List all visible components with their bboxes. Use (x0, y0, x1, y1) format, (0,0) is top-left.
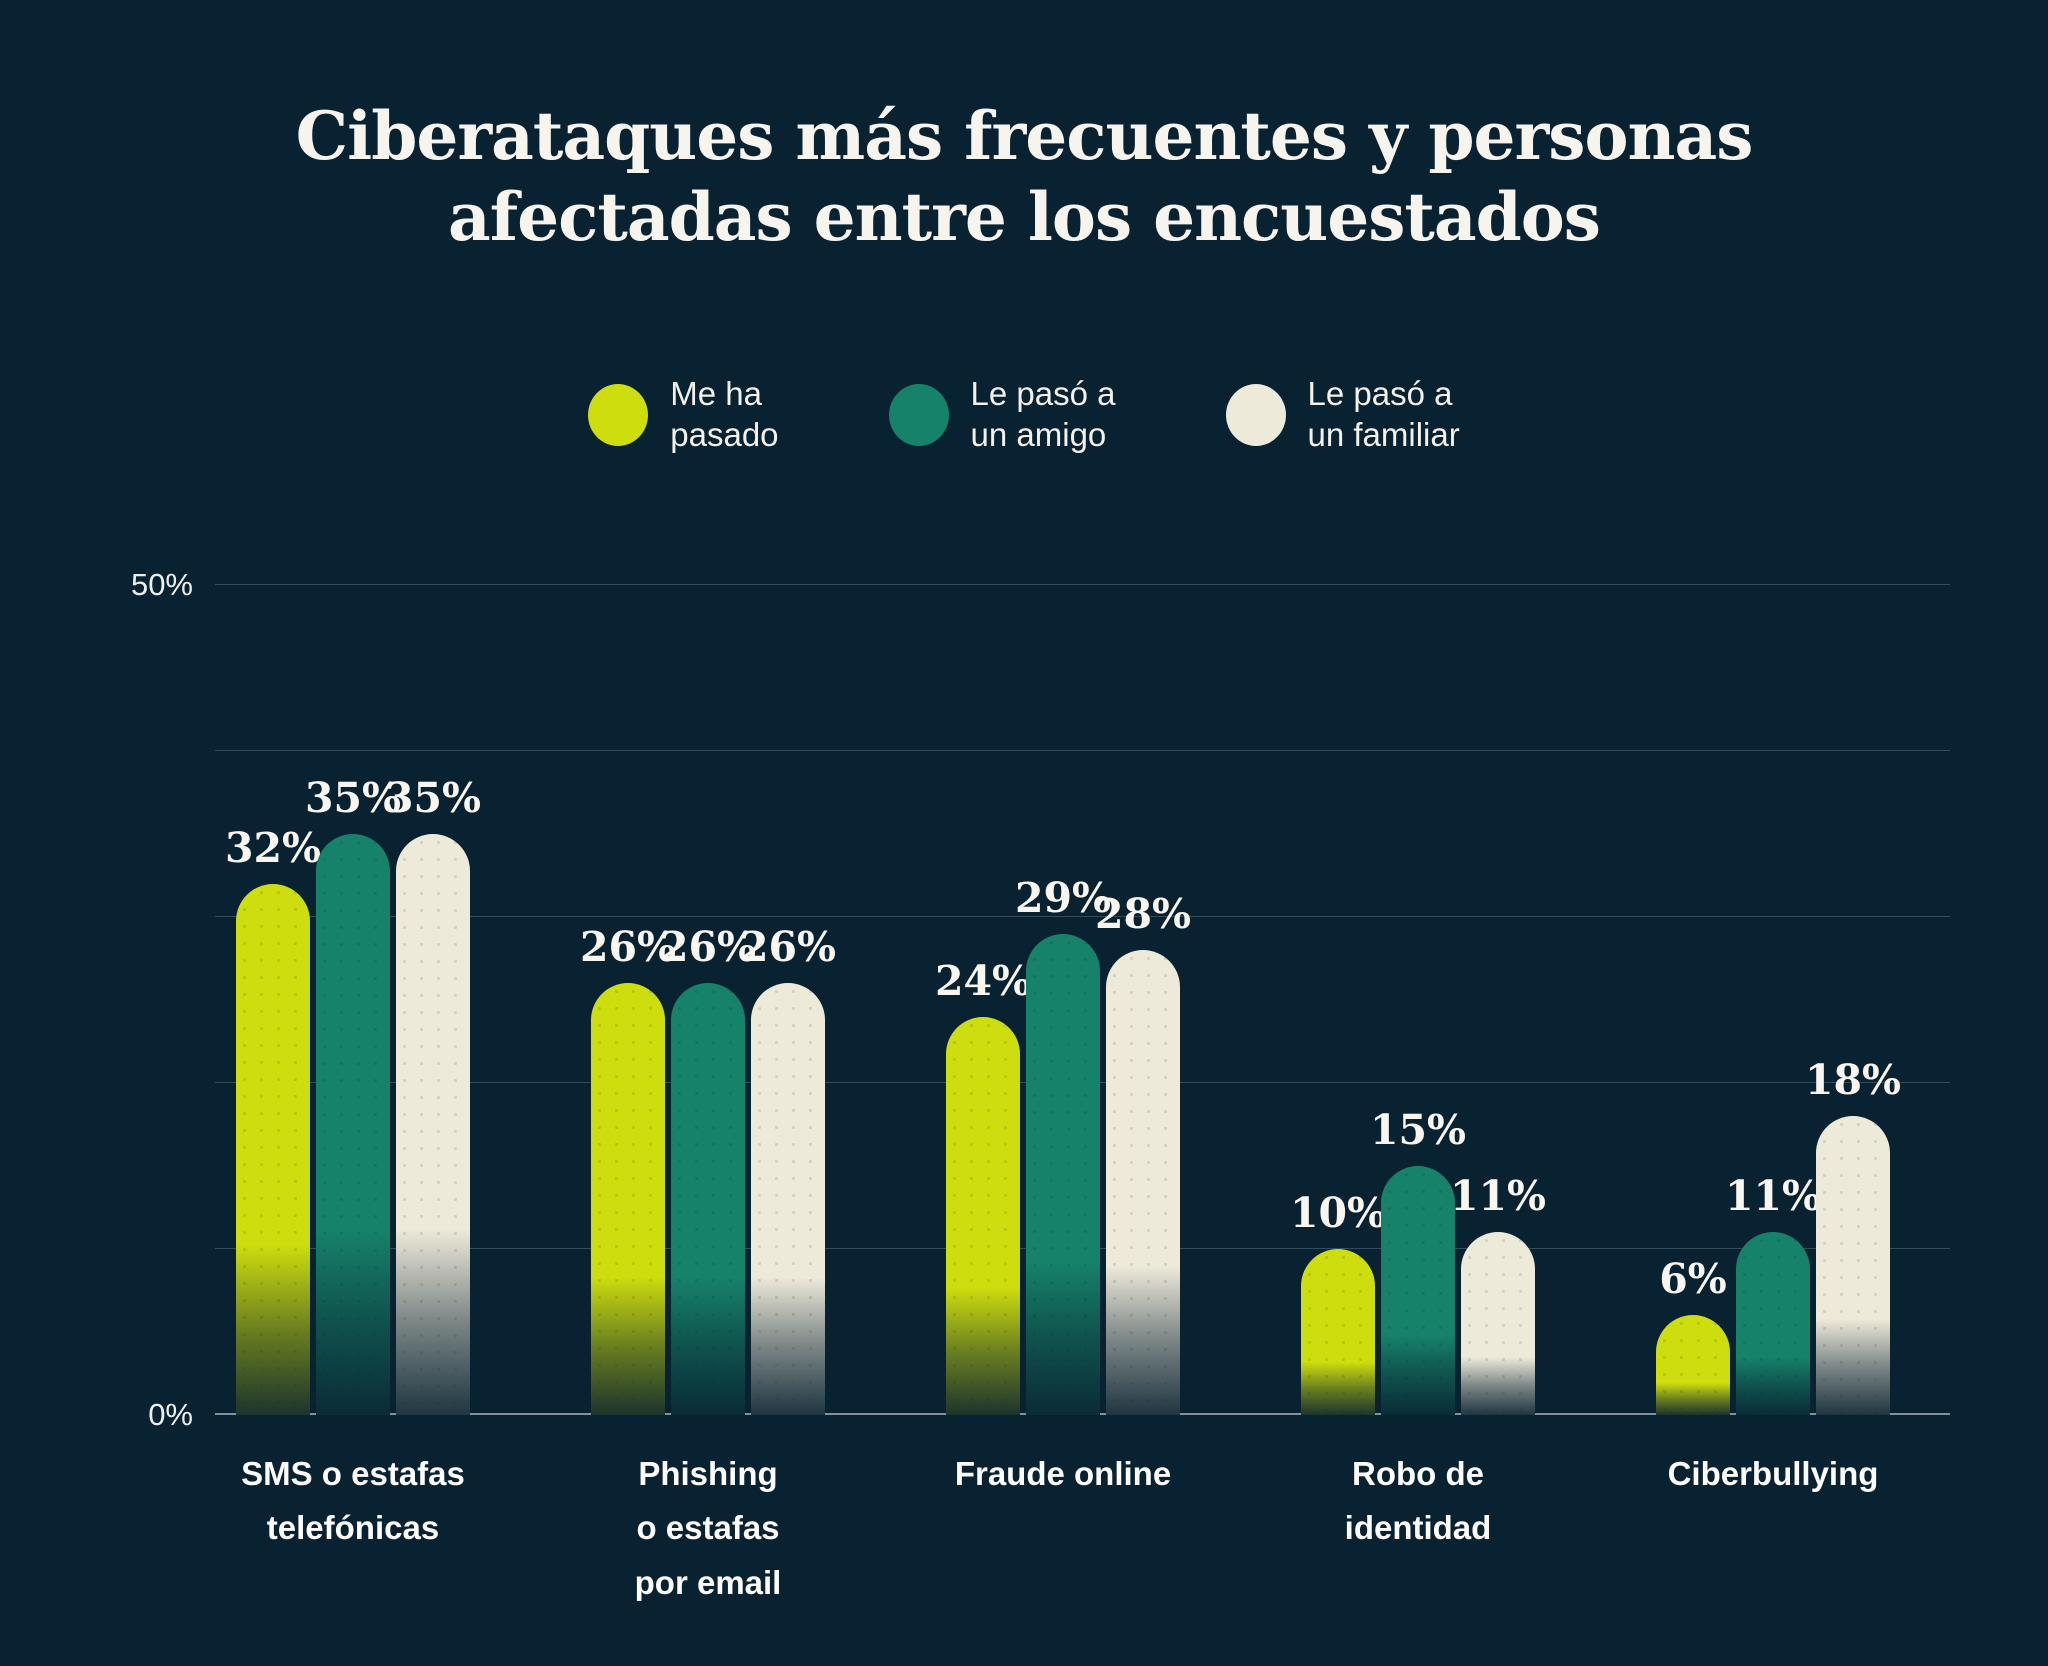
bar (1026, 933, 1100, 1416)
bar (1816, 1116, 1890, 1415)
bar (1461, 1232, 1535, 1415)
legend-item-label: Le pasó a un amigo (970, 375, 1116, 453)
bar-slot: 26% (660, 585, 756, 1415)
x-axis-category-label: Ciberbullying (1667, 1455, 1879, 1492)
legend-item: Me ha pasado (588, 374, 779, 456)
bar-value-label: 6% (1659, 1255, 1727, 1304)
bar-value-label: 26% (579, 923, 677, 972)
bar-group: 32% 35% 35% SMS o estafas telefónicas (225, 585, 481, 1546)
bar-value-label: 24% (934, 956, 1032, 1005)
y-axis-tick-label: 0% (148, 1397, 193, 1432)
bar (751, 983, 825, 1415)
bar-slot: 10% (1290, 585, 1386, 1416)
bar-slot: 26% (740, 585, 836, 1415)
bar (1736, 1232, 1810, 1415)
bar-slot: 26% (580, 585, 676, 1415)
bar-slot: 11% (1450, 585, 1546, 1415)
legend-item-label: Me ha pasado (670, 375, 779, 453)
bar-value-label: 35% (384, 774, 482, 822)
bar-value-label: 32% (224, 823, 322, 872)
bar-slot: 18% (1805, 585, 1901, 1415)
bar-value-label: 28% (1094, 890, 1192, 939)
bar-value-label: 10% (1289, 1189, 1387, 1237)
legend: Me ha pasado Le pasó a un amigo Le pasó … (0, 374, 2048, 456)
x-axis-category-label: Phishing o estafas por email (634, 1455, 782, 1601)
legend-swatch-circle (888, 383, 949, 446)
chart-title: Ciberataques más frecuentes y personas a… (295, 97, 1754, 256)
bar-slot: 28% (1095, 585, 1191, 1415)
gridline (215, 916, 1950, 917)
bar-group: 10% 15% 11% Robo de identidad (1290, 585, 1546, 1546)
plot-area: 0% 50% 32% 35% 35% SMS o estafas telefónicas 2… (131, 567, 1950, 1601)
legend-swatch-circle (1225, 383, 1286, 446)
bar-slot: 35% (305, 585, 401, 1415)
bar (1656, 1315, 1730, 1415)
gridline (215, 750, 1950, 751)
bar (946, 1016, 1020, 1416)
bar-value-label: 35% (304, 774, 402, 822)
legend-item: Le pasó a un familiar (1225, 374, 1460, 456)
bar-value-label: 18% (1804, 1056, 1902, 1105)
bar (591, 983, 665, 1415)
bar (1301, 1249, 1375, 1416)
legend-swatch-circle (588, 383, 649, 446)
bar-group: 6% 11% 18% Ciberbullying (1656, 585, 1901, 1492)
bar-slot: 35% (385, 585, 481, 1415)
bar-slot: 6% (1656, 585, 1730, 1415)
x-axis-category-label: SMS o estafas telefónicas (241, 1455, 465, 1547)
x-axis-category-label: Fraude online (954, 1455, 1172, 1492)
bar (396, 834, 470, 1415)
bar-value-label: 15% (1369, 1106, 1467, 1154)
bar (236, 883, 310, 1416)
bar-slot: 11% (1725, 585, 1821, 1415)
gridline (215, 584, 1950, 585)
bar (1381, 1166, 1455, 1415)
bar-slot: 15% (1370, 585, 1466, 1415)
bar (1106, 950, 1180, 1415)
bar-value-label: 26% (659, 923, 757, 972)
bar-slot: 29% (1015, 585, 1111, 1416)
bar (316, 834, 390, 1415)
bar-value-label: 11% (1449, 1172, 1547, 1221)
y-axis-tick-label: 50% (130, 567, 193, 602)
bar-group: 24% 29% 28% Fraude online (935, 585, 1191, 1492)
legend-item: Le pasó a un amigo (888, 374, 1116, 456)
bar-value-label: 11% (1724, 1172, 1822, 1221)
bar-value-label: 29% (1014, 873, 1112, 922)
legend-item-label: Le pasó a un familiar (1307, 375, 1460, 453)
bar-slot: 32% (225, 585, 321, 1416)
bar-slot: 24% (935, 585, 1031, 1416)
x-axis-category-label: Robo de identidad (1344, 1455, 1492, 1547)
bar (671, 983, 745, 1415)
bar-group: 26% 26% 26% Phishing o estafas por email (580, 585, 836, 1600)
bar-value-label: 26% (739, 923, 837, 972)
